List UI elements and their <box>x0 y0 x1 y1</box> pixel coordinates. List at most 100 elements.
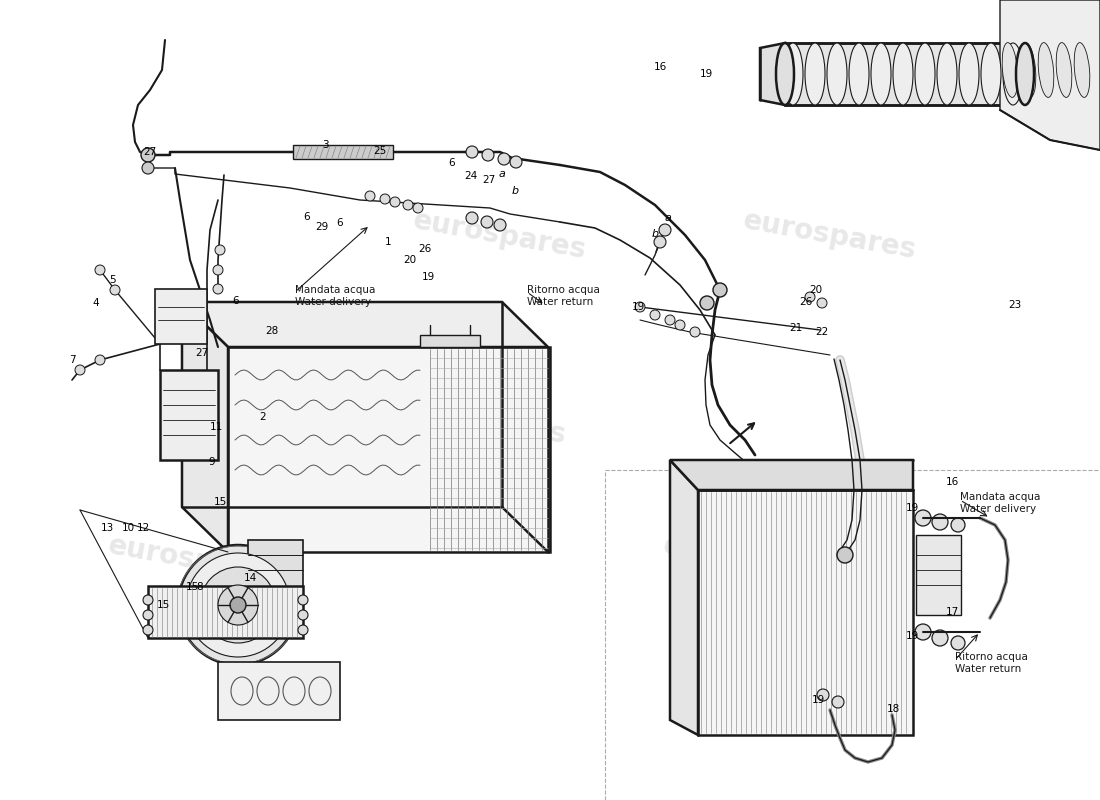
Text: 19: 19 <box>812 695 825 705</box>
Text: 7: 7 <box>68 355 75 365</box>
Polygon shape <box>760 43 785 105</box>
Text: Mandata acqua
Water delivery: Mandata acqua Water delivery <box>295 285 375 306</box>
Circle shape <box>143 625 153 635</box>
Text: 1: 1 <box>385 237 392 247</box>
Ellipse shape <box>981 43 1001 105</box>
Circle shape <box>403 200 412 210</box>
Text: eurospares: eurospares <box>741 206 918 264</box>
Text: 27: 27 <box>196 348 209 358</box>
Bar <box>785 43 1025 105</box>
Circle shape <box>200 567 276 643</box>
Ellipse shape <box>849 43 869 105</box>
Text: Ritorno acqua
Water return: Ritorno acqua Water return <box>527 285 600 306</box>
Text: 16: 16 <box>945 477 958 487</box>
Circle shape <box>230 597 246 613</box>
Text: b: b <box>512 186 518 196</box>
Text: 19: 19 <box>905 631 918 641</box>
Bar <box>698 490 913 735</box>
Circle shape <box>95 265 104 275</box>
Text: 4: 4 <box>92 298 99 308</box>
Circle shape <box>213 265 223 275</box>
Text: 19: 19 <box>421 272 434 282</box>
Circle shape <box>952 518 965 532</box>
Text: Ritorno acqua
Water return: Ritorno acqua Water return <box>955 652 1027 674</box>
Circle shape <box>481 216 493 228</box>
Circle shape <box>494 219 506 231</box>
Circle shape <box>143 610 153 620</box>
Circle shape <box>466 212 478 224</box>
Text: 17: 17 <box>945 607 958 617</box>
Text: 19: 19 <box>700 69 713 79</box>
Text: 13: 13 <box>100 523 113 533</box>
Text: 15: 15 <box>213 497 227 507</box>
Circle shape <box>510 156 522 168</box>
Text: 27: 27 <box>143 147 156 157</box>
Ellipse shape <box>1002 42 1018 98</box>
Circle shape <box>466 146 478 158</box>
Text: 28: 28 <box>265 326 278 336</box>
Text: 29: 29 <box>316 222 329 232</box>
Bar <box>160 370 218 460</box>
Circle shape <box>142 162 154 174</box>
Text: 11: 11 <box>209 422 222 432</box>
Ellipse shape <box>805 43 825 105</box>
Text: 26: 26 <box>418 244 431 254</box>
Text: 6: 6 <box>233 296 240 306</box>
Circle shape <box>365 191 375 201</box>
Circle shape <box>213 284 223 294</box>
Text: 16: 16 <box>653 62 667 72</box>
Text: 6: 6 <box>337 218 343 228</box>
Ellipse shape <box>1020 42 1036 98</box>
Bar <box>420 335 480 347</box>
Text: 23: 23 <box>1009 300 1022 310</box>
Text: 22: 22 <box>815 327 828 337</box>
Ellipse shape <box>1016 43 1034 105</box>
Ellipse shape <box>915 43 935 105</box>
Bar <box>248 540 302 600</box>
Circle shape <box>666 315 675 325</box>
Text: 6: 6 <box>304 212 310 222</box>
Circle shape <box>75 365 85 375</box>
Text: 21: 21 <box>790 323 803 333</box>
Circle shape <box>218 585 258 625</box>
Text: eurospares: eurospares <box>661 531 839 589</box>
Circle shape <box>178 545 298 665</box>
Polygon shape <box>182 302 548 347</box>
Circle shape <box>498 153 510 165</box>
Text: a: a <box>498 169 505 179</box>
Circle shape <box>298 625 308 635</box>
Text: eurospares: eurospares <box>390 391 569 449</box>
Circle shape <box>298 595 308 605</box>
Text: eurospares: eurospares <box>106 531 284 589</box>
Circle shape <box>650 310 660 320</box>
Text: 10: 10 <box>121 523 134 533</box>
Bar <box>916 535 961 615</box>
Text: 20: 20 <box>404 255 417 265</box>
Polygon shape <box>670 460 913 490</box>
Circle shape <box>143 595 153 605</box>
Circle shape <box>832 696 844 708</box>
Circle shape <box>379 194 390 204</box>
Circle shape <box>915 510 931 526</box>
Circle shape <box>412 203 424 213</box>
Circle shape <box>700 296 714 310</box>
Ellipse shape <box>783 43 803 105</box>
Circle shape <box>713 283 727 297</box>
Circle shape <box>675 320 685 330</box>
Text: 14: 14 <box>243 573 256 583</box>
Bar <box>155 289 207 344</box>
Text: 25: 25 <box>373 146 386 156</box>
Circle shape <box>298 610 308 620</box>
Circle shape <box>186 553 290 657</box>
Bar <box>228 347 550 552</box>
Text: 3: 3 <box>321 140 328 150</box>
Circle shape <box>141 148 155 162</box>
Circle shape <box>817 689 829 701</box>
Circle shape <box>915 624 931 640</box>
Bar <box>218 662 340 720</box>
Text: 19: 19 <box>905 503 918 513</box>
Text: 27: 27 <box>483 175 496 185</box>
Ellipse shape <box>959 43 979 105</box>
Text: 24: 24 <box>464 171 477 181</box>
Text: eurospares: eurospares <box>411 206 588 264</box>
